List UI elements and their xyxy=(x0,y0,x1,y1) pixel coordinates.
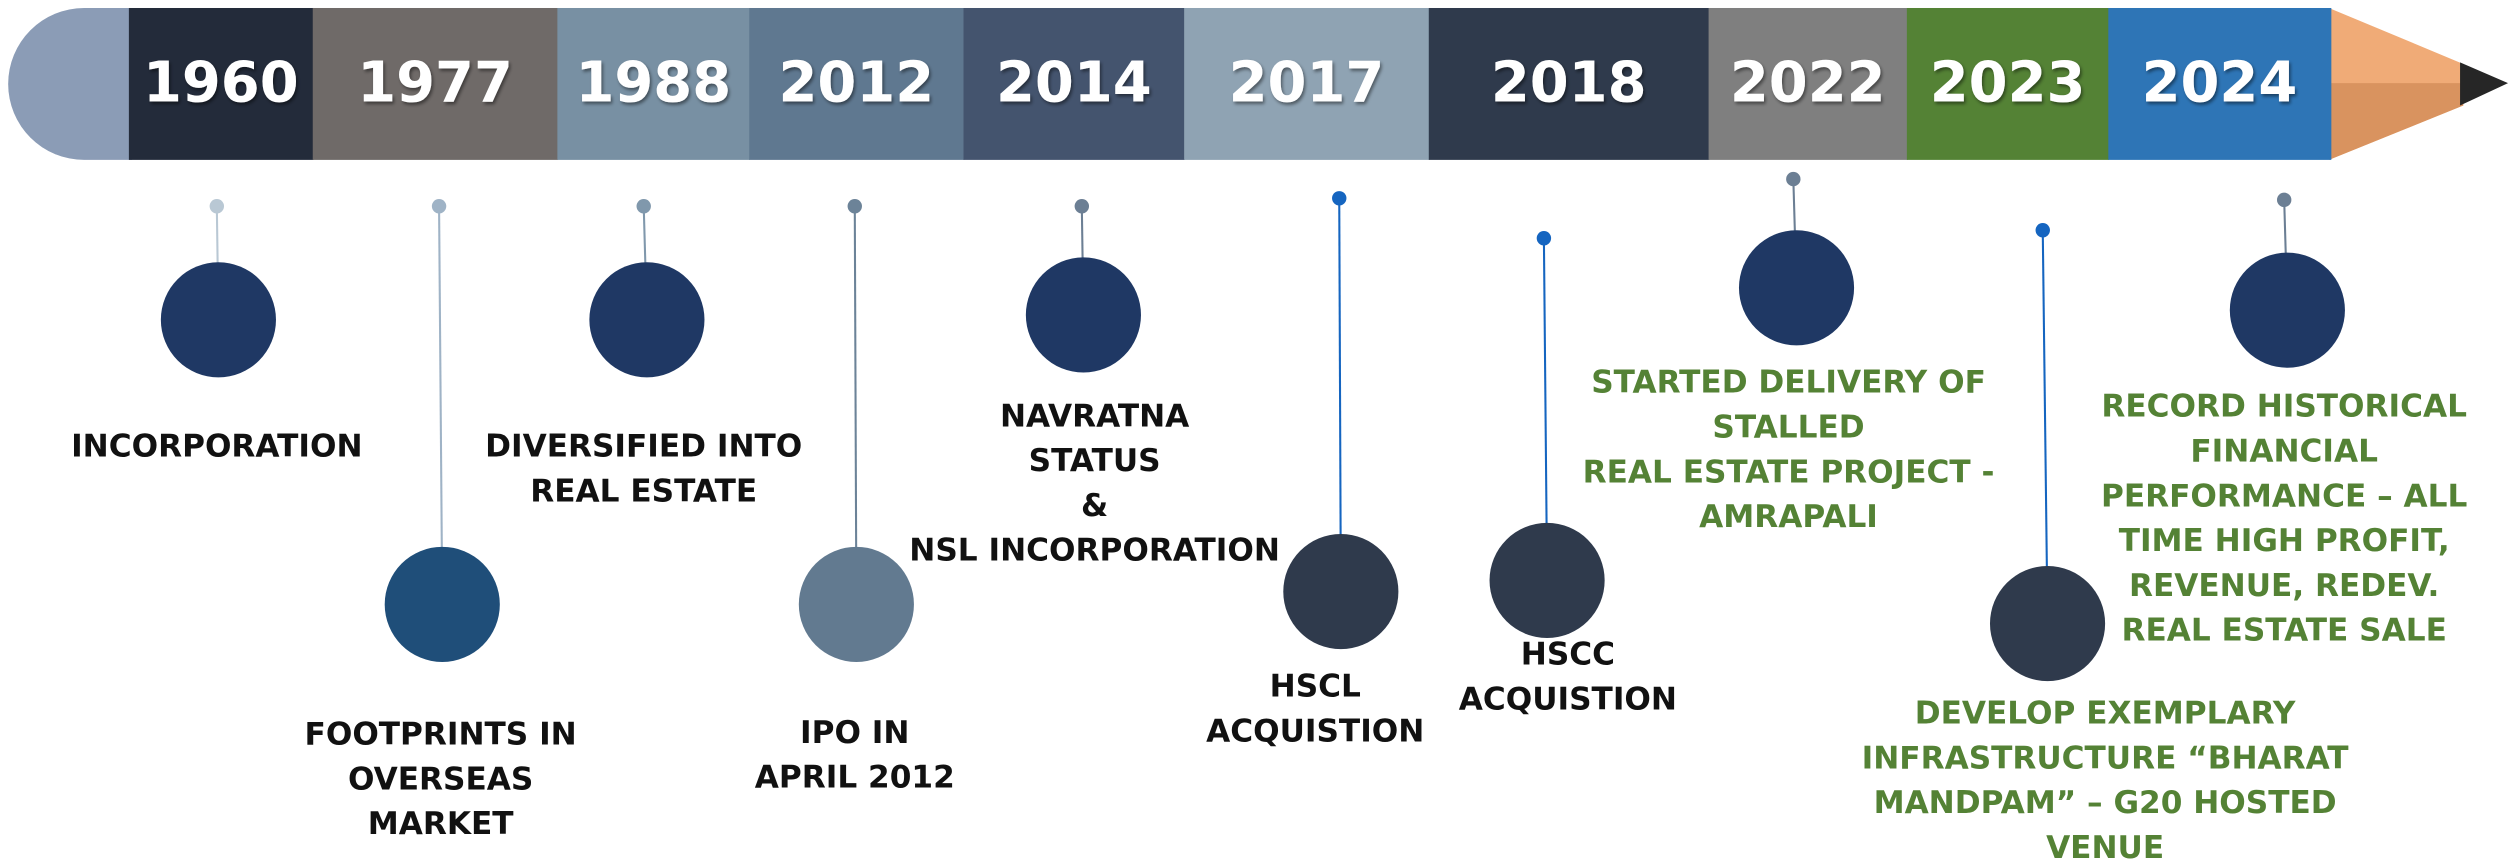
year-segment xyxy=(1708,7,1908,160)
event-label: ACQUISTION xyxy=(1206,713,1424,749)
event-circle xyxy=(384,546,500,662)
event-label: TIME HIGH PROFIT, xyxy=(2119,523,2450,559)
event-label: INFRASTRUCTURE “BHARAT xyxy=(1862,740,2350,776)
event-label: MARKET xyxy=(368,806,515,842)
top-dot xyxy=(1536,231,1552,246)
connector xyxy=(853,206,858,605)
top-dot xyxy=(431,199,447,214)
event-label: IPO IN xyxy=(800,715,909,751)
top-dot xyxy=(1074,199,1090,214)
event-label: REAL ESTATE xyxy=(530,473,757,509)
event-label: MANDPAM” – G20 HOSTED xyxy=(1874,785,2337,821)
year-label: 2012 xyxy=(779,50,935,115)
year-label: 1977 xyxy=(357,50,513,115)
event-label: AMRAPALI xyxy=(1699,499,1878,535)
event-label: NSL INCORPORATION xyxy=(909,533,1280,569)
year-label: 2023 xyxy=(1930,50,2086,115)
event-circle xyxy=(1989,566,2106,682)
year-label: 2022 xyxy=(1730,50,1886,115)
year-segment xyxy=(749,7,965,160)
event-label: REAL ESTATE PROJECT - xyxy=(1583,454,1995,490)
connector xyxy=(438,206,444,605)
event-circle xyxy=(2229,252,2345,368)
event-label: VENUE xyxy=(2046,830,2164,865)
top-dot xyxy=(2276,192,2292,208)
event-label: REVENUE, REDEV. xyxy=(2129,568,2439,604)
year-label: 1988 xyxy=(575,50,731,115)
bar-cap xyxy=(8,7,133,160)
event-circle xyxy=(589,262,705,378)
event-circle xyxy=(1738,230,1855,346)
top-dot xyxy=(1786,171,1801,187)
event-label: RECORD HISTORICAL xyxy=(2101,389,2467,425)
connector xyxy=(1338,198,1342,592)
event-label: STATUS xyxy=(1029,443,1161,479)
year-label: 2018 xyxy=(1491,50,1647,115)
year-segment xyxy=(2108,7,2332,160)
top-dot xyxy=(636,199,651,214)
event-circle xyxy=(160,262,276,378)
event-label: DEVELOP EXEMPLARY xyxy=(1915,696,2296,732)
event-label: STARTED DELIVERY OF xyxy=(1591,365,1986,401)
year-segment xyxy=(1184,7,1430,160)
event-label: INCORPORATION xyxy=(71,429,362,465)
event-label: DIVERSIFIED INTO xyxy=(485,429,802,465)
event-circle xyxy=(1025,257,1141,373)
year-label: 2014 xyxy=(996,50,1152,115)
year-segment xyxy=(557,7,751,160)
event-label: APRIL 2012 xyxy=(755,760,955,796)
top-dot xyxy=(847,199,862,214)
event-label: PERFORMANCE – ALL xyxy=(2101,478,2467,514)
event-label: OVERSEAS xyxy=(348,761,533,797)
event-label: NAVRATNA xyxy=(1000,398,1189,434)
event-label: HSCC xyxy=(1521,637,1615,673)
event-circle xyxy=(1489,522,1605,638)
event-label: REAL ESTATE SALE xyxy=(2121,613,2446,649)
year-segment xyxy=(1428,7,1710,160)
connector xyxy=(2041,230,2049,624)
year-segment xyxy=(312,7,559,160)
year-segment xyxy=(963,7,1185,160)
top-dot xyxy=(209,199,225,214)
event-circle xyxy=(1283,534,1399,650)
event-label: & xyxy=(1081,488,1108,524)
event-label: HSCL xyxy=(1270,669,1361,705)
event-label: ACQUISTION xyxy=(1459,681,1677,717)
year-label: 2017 xyxy=(1229,50,1385,115)
event-label: FOOTPRINTS IN xyxy=(305,716,577,752)
event-label: FINANCIAL xyxy=(2190,433,2378,469)
event-circle xyxy=(798,546,914,662)
year-segment xyxy=(128,7,314,160)
year-segment xyxy=(1906,7,2110,160)
year-label: 1960 xyxy=(143,50,299,115)
event-label: STALLED xyxy=(1712,410,1864,446)
year-label: 2024 xyxy=(2142,50,2298,115)
top-dot xyxy=(1332,191,1347,206)
pencil-tip xyxy=(2460,62,2509,106)
pencil-wood-shade xyxy=(2328,83,2464,160)
top-dot xyxy=(2035,223,2050,238)
